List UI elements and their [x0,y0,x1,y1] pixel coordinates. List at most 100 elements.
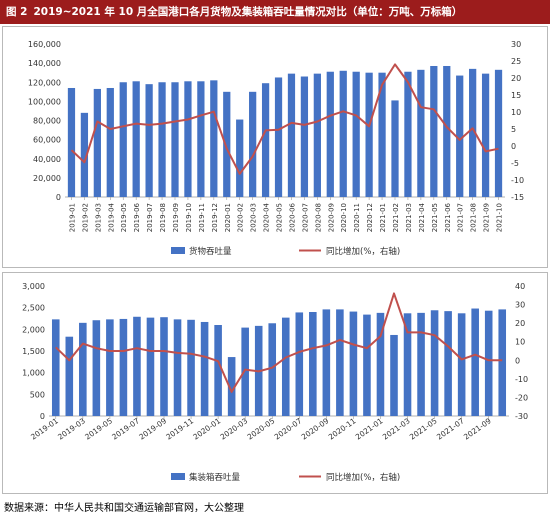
bar [313,73,321,197]
left-axis-tick-label: 160,000 [28,40,61,49]
bar [456,75,464,197]
data-source-note: 数据来源：中华人民共和国交通运输部官网，大公整理 [4,503,244,514]
bar [51,319,60,416]
x-axis-tick-label: 2020-09 [327,203,335,232]
yoy-growth-line [70,63,499,175]
bar [210,80,218,197]
figure-number: 图 2 [6,6,28,18]
x-axis-tick-label: 2021-10 [496,203,504,232]
x-axis-tick-label: 2021-02 [392,203,400,232]
legend-bar-swatch [171,247,185,254]
x-axis-tick-label: 2020-07 [301,203,309,232]
x-axis-tick-label: 2019-06 [133,202,141,232]
container-throughput-chart-panel: 0 500 1,000 1,500 2,000 2,500 3,000 -30 -20 -10 0 1… [2,272,548,494]
bar [471,308,479,416]
bar [444,311,452,416]
x-axis-tick-label: 2020-03 [218,416,249,441]
bar [430,65,438,198]
bar [93,88,101,197]
left-axis-tick-label: 2,000 [22,325,45,334]
legend-line-label: 同比增加(%，右轴) [326,472,400,483]
x-axis-tick-label: 2021-01 [354,416,385,441]
left-axis-tick-label: 2,500 [22,304,45,313]
bar [363,314,371,416]
bar [339,70,347,197]
bar [200,321,209,416]
bar [390,334,398,416]
x-axis-tick-label: 2019-03 [94,203,102,232]
bar [376,312,385,416]
bar [146,317,155,416]
x-axis-tick-label: 2021-03 [405,203,413,232]
bar [430,310,439,416]
x-axis-tick-label: 2020-04 [263,202,271,232]
bar [349,311,358,416]
x-axis-tick-label: 2020-01 [191,416,222,441]
legend-bar-label: 集装箱吞吐量 [189,472,241,483]
left-axis-tick-label: 60,000 [33,136,61,145]
x-axis-tick-label: 2021-06 [444,202,452,232]
x-axis-tick-label: 2019-02 [81,203,89,232]
bar [197,81,205,197]
x-axis-tick-label: 2021-07 [457,203,465,232]
bar [173,319,182,416]
left-axis-tick-label: 1,500 [22,347,45,356]
x-axis-tick-label: 2021-03 [381,416,412,441]
x-axis-tick-label: 2020-05 [246,416,277,441]
bar [484,310,493,416]
x-axis-tick-label: 2021-09 [462,416,493,441]
bar [65,336,74,416]
x-axis-tick-label: 2021-05 [408,416,439,441]
bar [133,316,141,416]
x-axis-tick-label: 2020-07 [273,416,304,441]
figure-title: 2019~2021 年 10 月全国港口各月货物及集装箱吞吐量情况对比（单位：万… [33,6,463,18]
bar [300,76,309,197]
x-axis-tick-label: 2019-01 [68,203,76,232]
figure-title-bar: 图 2 2019~2021 年 10 月全国港口各月货物及集装箱吞吐量情况对比（单… [0,0,550,24]
left-axis-tick-label: 0 [56,193,61,202]
right-axis-tick-label: -10 [515,375,528,384]
x-axis-tick-label: 2021-08 [470,203,478,232]
x-axis-tick-label: 2019-11 [198,203,206,232]
right-axis-tick-label: 20 [511,74,521,83]
left-axis-tick-label: 20,000 [33,174,61,183]
x-axis-tick-label: 2021-01 [379,203,387,232]
x-axis-tick-label: 2020-05 [276,203,284,232]
x-axis-tick-label: 2019-09 [137,416,168,441]
x-axis-tick-label: 2019-11 [164,416,195,441]
bar [417,69,425,197]
left-axis-tick-label: 500 [30,390,45,399]
yoy-growth-line [55,292,503,393]
bar [326,71,334,197]
bar [241,327,249,416]
container-throughput-chart: 0 500 1,000 1,500 2,000 2,500 3,000 -30 -20 -10 0 1… [22,282,528,483]
right-axis-tick-label: 0 [515,356,520,365]
bar [295,312,304,416]
x-axis-tick-label: 2019-12 [211,203,219,232]
bar [67,87,76,197]
x-axis-tick-label: 2019-10 [185,203,193,232]
x-axis-tick-label: 2019-07 [110,416,141,441]
x-axis-tick-label: 2019-08 [159,203,167,232]
cargo-throughput-chart: 0 20,000 40,000 60,000 80,000 100,000 120,000 1… [28,40,524,257]
bar [281,317,290,416]
right-axis-tick-label: 25 [511,57,521,66]
bar [309,312,317,416]
bar [365,72,373,197]
bar [249,91,257,197]
bar [160,317,168,416]
right-axis-tick-label: 40 [515,282,525,291]
bar [106,87,114,197]
right-axis-tick-label: -30 [515,412,528,421]
x-axis-tick-label: 2019-04 [107,202,115,232]
bar [79,322,87,416]
bar [184,81,192,197]
right-axis-tick-label: 20 [515,319,525,328]
x-axis-tick-label: 2020-06 [288,202,296,232]
bar [494,69,503,197]
bar [498,309,507,416]
x-axis-tick-label: 2019-05 [120,203,128,232]
bar [274,77,283,197]
bar [457,313,466,416]
x-axis-tick-label: 2020-11 [353,203,361,232]
